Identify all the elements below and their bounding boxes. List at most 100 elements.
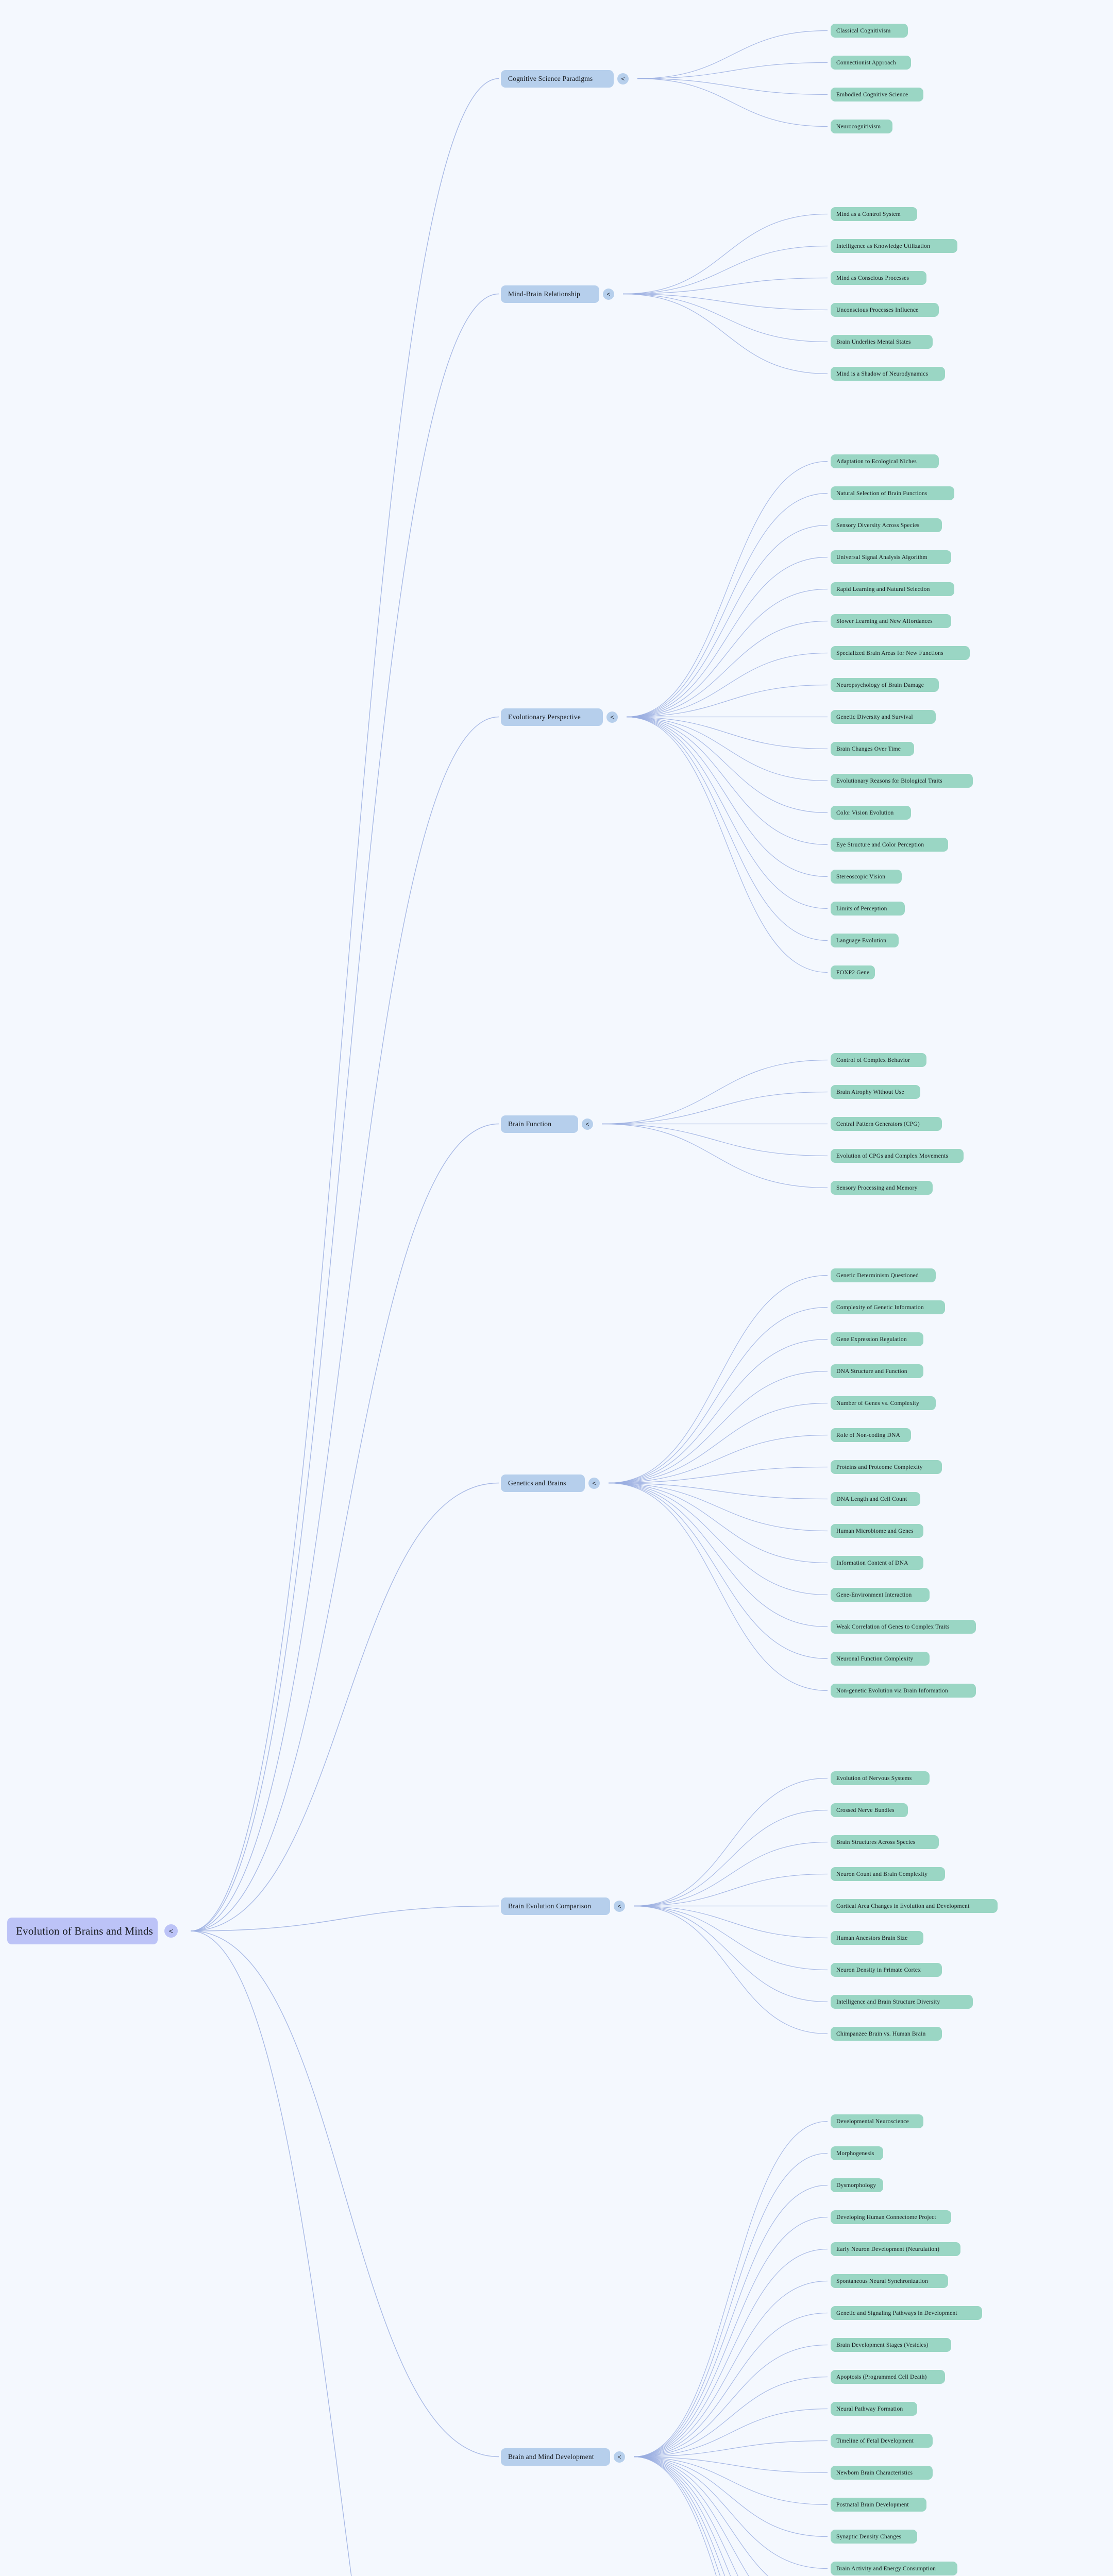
leaf-node-2-1[interactable]: Natural Selection of Brain Functions <box>831 486 954 500</box>
leaf-node-2-16[interactable]: FOXP2 Gene <box>831 965 875 979</box>
leaf-node-5-7[interactable]: Intelligence and Brain Structure Diversi… <box>831 1995 973 2009</box>
leaf-node-0-1[interactable]: Connectionist Approach <box>831 56 911 70</box>
leaf-node-3-4[interactable]: Sensory Processing and Memory <box>831 1181 933 1195</box>
leaf-node-6-7-label: Brain Development Stages (Vesicles) <box>836 2342 929 2348</box>
leaf-node-1-4[interactable]: Brain Underlies Mental States <box>831 335 933 349</box>
leaf-node-6-3[interactable]: Developing Human Connectome Project <box>831 2210 951 2224</box>
root-node[interactable]: Evolution of Brains and Minds <box>7 1918 158 1944</box>
leaf-node-5-8[interactable]: Chimpanzee Brain vs. Human Brain <box>831 2027 942 2041</box>
branch-collapse-toggle-0[interactable]: < <box>617 73 629 84</box>
leaf-node-2-6[interactable]: Specialized Brain Areas for New Function… <box>831 646 970 660</box>
leaf-node-6-0[interactable]: Developmental Neuroscience <box>831 2114 923 2128</box>
branch-node-4[interactable]: Genetics and Brains <box>501 1474 585 1492</box>
leaf-node-1-5-label: Mind is a Shadow of Neurodynamics <box>836 370 929 377</box>
branch-collapse-toggle-2[interactable]: < <box>606 711 618 723</box>
leaf-node-2-13-label: Stereoscopic Vision <box>836 873 886 880</box>
branch-node-2-label: Evolutionary Perspective <box>508 713 581 721</box>
branch-collapse-toggle-4[interactable]: < <box>588 1477 600 1489</box>
leaf-node-1-2-label: Mind as Conscious Processes <box>836 275 909 281</box>
leaf-node-2-11[interactable]: Color Vision Evolution <box>831 806 911 820</box>
leaf-node-4-7[interactable]: DNA Length and Cell Count <box>831 1492 920 1506</box>
leaf-node-6-12-label: Postnatal Brain Development <box>836 2501 909 2508</box>
leaf-node-6-5[interactable]: Spontaneous Neural Synchronization <box>831 2274 948 2288</box>
branch-node-6[interactable]: Brain and Mind Development <box>501 2448 610 2466</box>
leaf-node-4-9[interactable]: Information Content of DNA <box>831 1556 923 1570</box>
leaf-node-4-12[interactable]: Neuronal Function Complexity <box>831 1652 930 1666</box>
leaf-node-2-0-label: Adaptation to Ecological Niches <box>836 458 917 465</box>
leaf-node-5-1[interactable]: Crossed Nerve Bundles <box>831 1803 908 1817</box>
leaf-node-4-8[interactable]: Human Microbiome and Genes <box>831 1524 923 1538</box>
leaf-node-1-2[interactable]: Mind as Conscious Processes <box>831 271 926 285</box>
leaf-node-6-10[interactable]: Timeline of Fetal Development <box>831 2434 933 2448</box>
leaf-node-6-1[interactable]: Morphogenesis <box>831 2146 883 2160</box>
branch-node-2[interactable]: Evolutionary Perspective <box>501 708 603 726</box>
leaf-node-4-11[interactable]: Weak Correlation of Genes to Complex Tra… <box>831 1620 976 1634</box>
leaf-node-4-13[interactable]: Non-genetic Evolution via Brain Informat… <box>831 1684 976 1698</box>
leaf-node-1-1[interactable]: Intelligence as Knowledge Utilization <box>831 239 957 253</box>
leaf-node-6-11[interactable]: Newborn Brain Characteristics <box>831 2466 933 2480</box>
leaf-node-2-3[interactable]: Universal Signal Analysis Algorithm <box>831 550 951 564</box>
leaf-node-6-6[interactable]: Genetic and Signaling Pathways in Develo… <box>831 2306 982 2320</box>
leaf-node-5-5[interactable]: Human Ancestors Brain Size <box>831 1931 923 1945</box>
leaf-node-4-3[interactable]: DNA Structure and Function <box>831 1364 923 1378</box>
leaf-node-6-13[interactable]: Synaptic Density Changes <box>831 2530 917 2544</box>
leaf-node-2-8-label: Genetic Diversity and Survival <box>836 714 913 720</box>
leaf-node-4-5[interactable]: Role of Non-coding DNA <box>831 1428 911 1442</box>
leaf-node-6-9[interactable]: Neural Pathway Formation <box>831 2402 917 2416</box>
branch-collapse-toggle-1[interactable]: < <box>603 288 614 300</box>
leaf-node-3-1[interactable]: Brain Atrophy Without Use <box>831 1085 920 1099</box>
leaf-node-6-8-label: Apoptosis (Programmed Cell Death) <box>836 2374 927 2380</box>
leaf-node-2-9[interactable]: Brain Changes Over Time <box>831 742 914 756</box>
leaf-node-2-8[interactable]: Genetic Diversity and Survival <box>831 710 936 724</box>
leaf-node-4-0[interactable]: Genetic Determinism Questioned <box>831 1268 936 1282</box>
leaf-node-2-4[interactable]: Rapid Learning and Natural Selection <box>831 582 954 596</box>
leaf-node-6-2[interactable]: Dysmorphology <box>831 2178 883 2192</box>
leaf-node-2-14[interactable]: Limits of Perception <box>831 902 905 916</box>
leaf-node-0-2[interactable]: Embodied Cognitive Science <box>831 88 923 101</box>
leaf-node-5-3[interactable]: Neuron Count and Brain Complexity <box>831 1867 945 1881</box>
branch-collapse-toggle-3[interactable]: < <box>582 1118 593 1130</box>
branch-node-3-label: Brain Function <box>508 1120 552 1128</box>
leaf-node-2-13[interactable]: Stereoscopic Vision <box>831 870 902 884</box>
leaf-node-2-15[interactable]: Language Evolution <box>831 934 899 947</box>
leaf-node-6-4[interactable]: Early Neuron Development (Neurulation) <box>831 2242 960 2256</box>
branch-collapse-toggle-5[interactable]: < <box>614 1900 625 1912</box>
leaf-node-3-0[interactable]: Control of Complex Behavior <box>831 1053 926 1067</box>
leaf-node-0-3[interactable]: Neurocognitivism <box>831 120 892 133</box>
leaf-node-1-0[interactable]: Mind as a Control System <box>831 207 917 221</box>
leaf-node-4-10-label: Gene-Environment Interaction <box>836 1591 912 1598</box>
branch-node-1[interactable]: Mind-Brain Relationship <box>501 285 599 303</box>
leaf-node-5-6[interactable]: Neuron Density in Primate Cortex <box>831 1963 942 1977</box>
leaf-node-3-3[interactable]: Evolution of CPGs and Complex Movements <box>831 1149 964 1163</box>
leaf-node-4-2-label: Gene Expression Regulation <box>836 1336 907 1343</box>
leaf-node-2-14-label: Limits of Perception <box>836 905 887 912</box>
leaf-node-6-8[interactable]: Apoptosis (Programmed Cell Death) <box>831 2370 945 2384</box>
leaf-node-3-2[interactable]: Central Pattern Generators (CPG) <box>831 1117 942 1131</box>
leaf-node-0-0[interactable]: Classical Cognitivism <box>831 24 908 38</box>
leaf-node-4-2[interactable]: Gene Expression Regulation <box>831 1332 923 1346</box>
leaf-node-2-12[interactable]: Eye Structure and Color Perception <box>831 838 948 852</box>
branch-node-3[interactable]: Brain Function <box>501 1115 578 1133</box>
leaf-node-4-4[interactable]: Number of Genes vs. Complexity <box>831 1396 936 1410</box>
leaf-node-2-2[interactable]: Sensory Diversity Across Species <box>831 518 942 532</box>
leaf-node-5-2[interactable]: Brain Structures Across Species <box>831 1835 939 1849</box>
leaf-node-4-6[interactable]: Proteins and Proteome Complexity <box>831 1460 942 1474</box>
branch-node-5[interactable]: Brain Evolution Comparison <box>501 1897 610 1915</box>
leaf-node-1-5[interactable]: Mind is a Shadow of Neurodynamics <box>831 367 945 381</box>
branch-node-0[interactable]: Cognitive Science Paradigms <box>501 70 614 88</box>
leaf-node-5-0[interactable]: Evolution of Nervous Systems <box>831 1771 930 1785</box>
leaf-node-4-1[interactable]: Complexity of Genetic Information <box>831 1300 945 1314</box>
leaf-node-5-4[interactable]: Cortical Area Changes in Evolution and D… <box>831 1899 998 1913</box>
leaf-node-2-7[interactable]: Neuropsychology of Brain Damage <box>831 678 939 692</box>
leaf-node-4-10[interactable]: Gene-Environment Interaction <box>831 1588 930 1602</box>
leaf-node-5-5-label: Human Ancestors Brain Size <box>836 1935 908 1941</box>
leaf-node-6-12[interactable]: Postnatal Brain Development <box>831 2498 926 2512</box>
branch-collapse-toggle-6[interactable]: < <box>614 2451 625 2463</box>
root-collapse-toggle[interactable]: < <box>164 1924 178 1938</box>
leaf-node-2-5[interactable]: Slower Learning and New Affordances <box>831 614 951 628</box>
leaf-node-1-3[interactable]: Unconscious Processes Influence <box>831 303 939 317</box>
leaf-node-6-7[interactable]: Brain Development Stages (Vesicles) <box>831 2338 951 2352</box>
leaf-node-2-0[interactable]: Adaptation to Ecological Niches <box>831 454 939 468</box>
leaf-node-6-14[interactable]: Brain Activity and Energy Consumption <box>831 2562 957 2575</box>
leaf-node-2-10[interactable]: Evolutionary Reasons for Biological Trai… <box>831 774 973 788</box>
